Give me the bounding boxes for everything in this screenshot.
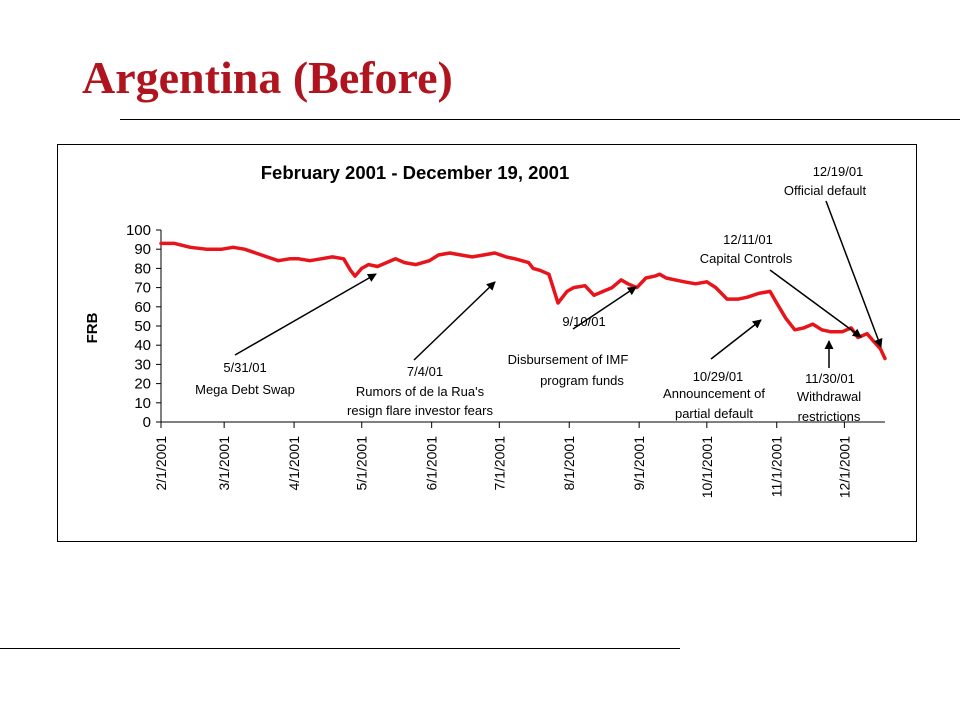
x-tick-label: 12/1/2001 (836, 436, 852, 498)
y-tick-label: 80 (134, 260, 151, 277)
y-tick-label: 10 (134, 395, 151, 412)
x-tick-label: 9/1/2001 (631, 436, 647, 491)
y-tick-label: 90 (134, 241, 151, 258)
chart-frame: February 2001 - December 19, 2001 FRB 10… (57, 144, 917, 542)
annotation-arrow-imf (572, 286, 637, 330)
annotation-date-rumors: 7/4/01 (407, 364, 443, 379)
annotation-arrow-official-default (825, 200, 883, 348)
annotation-date-official-default: 12/19/01 (813, 164, 864, 179)
y-tick-label: 60 (134, 299, 151, 316)
annotation-text-imf-line1: Disbursement of IMF (508, 352, 629, 367)
chart-annotations: 5/31/01 Mega Debt Swap 7/4/01 Rumors of … (195, 164, 883, 424)
annotation-text-official-default: Official default (784, 183, 867, 198)
chart-title: February 2001 - December 19, 2001 (261, 162, 570, 183)
x-tick-label: 2/1/2001 (153, 436, 169, 491)
y-tick-label: 70 (134, 280, 151, 297)
slide-title: Argentina (Before) (82, 52, 453, 103)
footer-divider (0, 648, 680, 649)
annotation-date-withdrawal: 11/30/01 (805, 371, 855, 386)
frb-price-chart: February 2001 - December 19, 2001 FRB 10… (84, 162, 887, 498)
x-tick-label: 3/1/2001 (216, 436, 232, 491)
annotation-arrow-rumors (413, 281, 496, 361)
annotation-arrow-mega-debt-swap (234, 273, 377, 356)
chart-series (159, 241, 887, 361)
annotation-text-rumors-line1: Rumors of de la Rua's (356, 384, 485, 399)
x-tick-label: 6/1/2001 (424, 436, 440, 491)
annotation-date-partial-default: 10/29/01 (693, 369, 744, 384)
y-tick-label: 100 (126, 222, 151, 239)
y-tick-label: 40 (134, 337, 151, 354)
annotation-text-withdrawal-line1: Withdrawal (797, 389, 861, 404)
annotation-arrow-partial-default (710, 319, 762, 360)
x-tick-label: 10/1/2001 (699, 436, 715, 498)
x-tick-label: 5/1/2001 (354, 436, 370, 491)
annotation-text-partial-default-line2: partial default (675, 406, 753, 421)
y-axis-label: FRB (84, 312, 101, 343)
annotation-text-mega-debt-swap: Mega Debt Swap (195, 382, 295, 397)
y-tick-label: 30 (134, 356, 151, 373)
annotation-text-partial-default-line1: Announcement of (663, 386, 765, 401)
y-tick-label: 20 (134, 376, 151, 393)
y-tick-label: 0 (143, 414, 151, 431)
y-tick-label: 50 (134, 318, 151, 335)
x-tick-label: 8/1/2001 (561, 436, 577, 491)
annotation-arrow-capital-controls (769, 269, 862, 338)
x-tick-label: 7/1/2001 (491, 436, 507, 491)
annotation-text-capital-controls: Capital Controls (700, 251, 793, 266)
title-divider (120, 119, 960, 120)
annotation-date-mega-debt-swap: 5/31/01 (223, 360, 266, 375)
annotation-date-capital-controls: 12/11/01 (723, 232, 773, 247)
annotation-text-withdrawal-line2: restrictions (798, 409, 861, 424)
annotation-text-rumors-line2: resign flare investor fears (347, 403, 493, 418)
annotation-text-imf-line2: program funds (540, 373, 624, 388)
x-tick-label: 11/1/2001 (769, 436, 785, 497)
x-tick-label: 4/1/2001 (286, 436, 302, 491)
frb-price-line (159, 241, 887, 361)
